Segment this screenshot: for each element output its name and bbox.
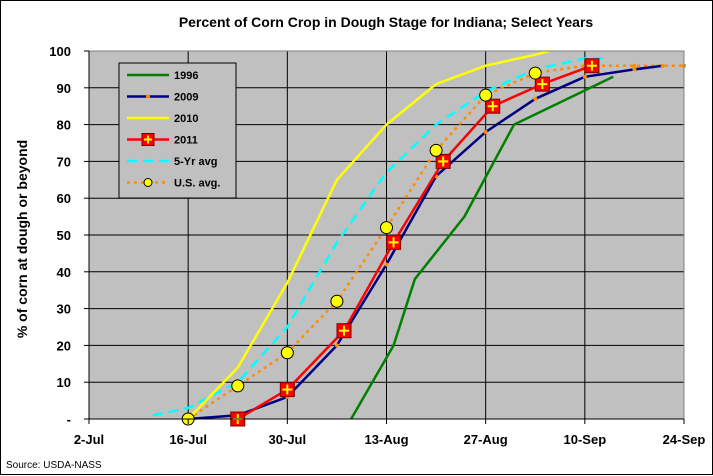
y-tick-label: 60 [57,191,71,206]
data-point [384,262,389,267]
x-tick-label: 10-Sep [564,432,607,447]
legend-box [118,62,237,199]
x-tick-label: 2-Jul [74,432,104,447]
series-line [237,64,593,421]
us-avg-marker [330,294,344,308]
y-tick-label: 20 [57,338,71,353]
us-avg-marker [479,88,493,102]
x-tick-label: 30-Jul [269,432,307,447]
legend-label: 2009 [174,92,198,104]
y-tick-label: - [67,412,71,427]
legend-label: 5-Yr avg [174,156,217,168]
legend-label: 2011 [174,135,198,147]
y-axis-label: % of corn at dough or beyond [14,140,30,338]
y-tick-label: 30 [57,302,71,317]
us-avg-marker [280,346,294,360]
data-point [582,74,587,79]
data-point [632,63,637,68]
us-avg-marker [528,66,542,80]
series-2010 [187,49,550,420]
us-avg-marker [380,221,393,235]
y-tick-label: 100 [49,44,71,59]
legend: 1996 2009 2010 2011 5-Yr avg U.S. avg. [118,62,237,199]
y-tick-label: 90 [57,81,71,96]
x-tick-label: 16-Jul [169,432,207,447]
data-point [660,63,665,68]
series-5-yr-avg [152,57,607,417]
legend-label: 2010 [174,113,198,125]
series-line [187,49,550,420]
data-point [533,96,538,101]
x-tick-label: 27-Aug [464,432,508,447]
series-line [152,57,607,417]
chart-title: Percent of Corn Crop in Dough Stage for … [179,14,594,30]
legend-marker [143,178,153,187]
y-tick-label: 80 [57,118,71,133]
data-point [483,129,488,134]
source-note: Source: USDA-NASS [6,460,102,471]
y-tick-label: 10 [57,375,71,390]
data-point [632,67,637,72]
data-point [334,343,339,348]
legend-label: 1996 [174,70,198,82]
series-line [350,75,614,420]
y-tick-label: 40 [57,265,71,280]
us-avg-marker [231,379,245,393]
x-tick-label: 24-Sep [663,432,706,447]
x-tick-label: 13-Aug [364,432,408,447]
legend-label: U.S. avg. [174,178,220,190]
legend-marker [146,94,150,99]
axes [84,50,685,424]
series-1996 [350,75,614,420]
y-tick-label: 50 [57,228,71,243]
series-2011 [230,58,600,427]
y-tick-label: 70 [57,154,71,169]
us-avg-marker [429,143,443,157]
tick-labels: 2-Jul 16-Jul 30-Jul 13-Aug 27-Aug 10-Sep 24-Se… [49,44,705,447]
